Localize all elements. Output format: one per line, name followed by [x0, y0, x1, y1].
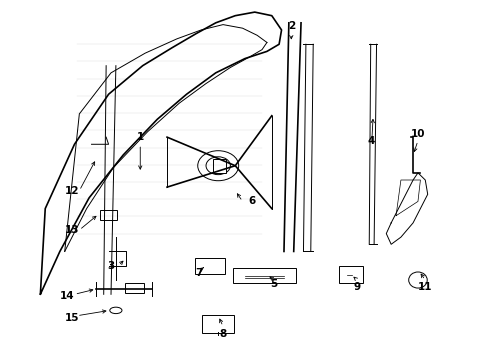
Text: 1: 1 [137, 132, 144, 142]
Text: 12: 12 [65, 186, 79, 196]
Text: 9: 9 [353, 282, 361, 292]
Text: 15: 15 [65, 312, 79, 323]
Text: 3: 3 [107, 261, 115, 271]
Text: 11: 11 [418, 282, 433, 292]
Text: 8: 8 [220, 329, 227, 339]
FancyBboxPatch shape [339, 266, 364, 283]
FancyBboxPatch shape [213, 158, 225, 173]
Circle shape [206, 157, 230, 175]
FancyBboxPatch shape [195, 257, 224, 274]
Text: 4: 4 [368, 136, 375, 146]
Text: 2: 2 [288, 21, 295, 31]
Text: 7: 7 [195, 268, 202, 278]
Circle shape [198, 151, 239, 181]
Text: 10: 10 [411, 129, 425, 139]
Text: 14: 14 [60, 291, 74, 301]
Text: 5: 5 [270, 279, 278, 289]
Ellipse shape [110, 307, 122, 314]
Text: 13: 13 [65, 225, 79, 235]
FancyBboxPatch shape [202, 315, 234, 333]
FancyBboxPatch shape [124, 283, 144, 293]
FancyBboxPatch shape [233, 268, 295, 283]
FancyBboxPatch shape [100, 210, 117, 220]
Text: 6: 6 [249, 197, 256, 206]
Ellipse shape [409, 272, 427, 288]
